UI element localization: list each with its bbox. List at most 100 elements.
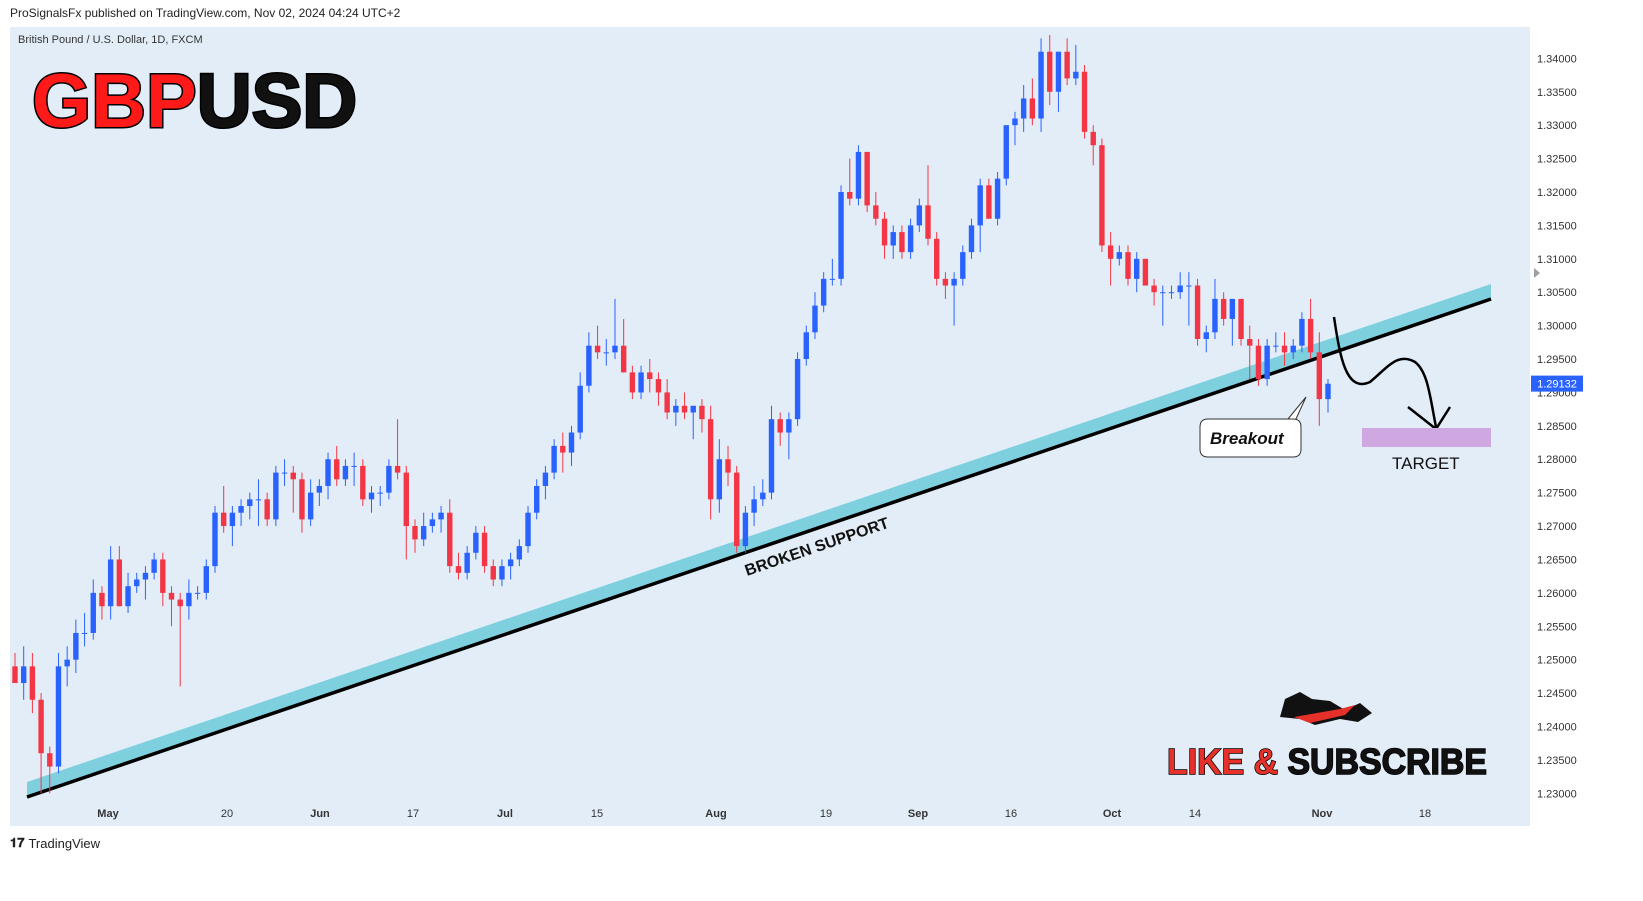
candle-body [647, 372, 653, 380]
candle-body [47, 753, 53, 767]
candle-body [525, 512, 531, 547]
footer-brand: TradingView [28, 835, 101, 851]
candle-body [751, 499, 757, 513]
candle-body [864, 151, 870, 206]
candle-body [734, 472, 740, 547]
candle-body [334, 459, 340, 480]
candle-body [264, 499, 270, 520]
cta-like: LIKE & [1167, 741, 1287, 782]
symbol-title: GBPUSD [32, 59, 357, 144]
candle-body [742, 512, 749, 547]
price-tick-label: 1.33000 [1537, 120, 1577, 132]
current-price-label: 1.29132 [1537, 379, 1577, 391]
candle-body [968, 225, 975, 253]
candle-body [412, 526, 418, 540]
candle-body [890, 232, 896, 246]
price-tick-label: 1.31000 [1537, 254, 1577, 266]
candle-body [1307, 318, 1314, 353]
candle-body [12, 666, 18, 684]
candle-body [116, 559, 123, 607]
candle-body [716, 459, 723, 500]
candle-body [325, 459, 331, 486]
support-band [27, 284, 1491, 797]
candle-body [490, 566, 496, 580]
candle-body [603, 352, 609, 354]
candle-body [760, 492, 766, 500]
candle-body [1281, 345, 1288, 353]
candle-body [1020, 98, 1027, 119]
candle-body [699, 405, 705, 420]
title-red-part: GBP [32, 59, 197, 144]
candle-body [64, 659, 70, 667]
candle-body [1299, 318, 1305, 346]
candle-body [542, 472, 549, 486]
candle-body [638, 372, 644, 393]
candle-body [725, 459, 731, 473]
candle-body [829, 278, 836, 280]
candle-body [447, 512, 453, 567]
candle-body [560, 445, 566, 453]
candle-body [1177, 285, 1183, 293]
candle-body [1064, 51, 1070, 79]
price-tick-label: 1.30000 [1537, 321, 1577, 333]
candlestick-chart[interactable]: GBPUSD British Pound / U.S. Dollar, 1D, F… [10, 27, 1530, 826]
candle-body [577, 385, 583, 433]
candle-body [1116, 252, 1123, 259]
candle-body [1012, 118, 1018, 126]
bull-bear-logo-icon [1280, 692, 1372, 725]
candle-body [612, 345, 618, 353]
candle-body [194, 592, 201, 594]
price-tick-label: 1.24500 [1537, 688, 1577, 700]
candle-body [386, 465, 392, 493]
like-subscribe-cta: LIKE & SUBSCRIBE [1167, 741, 1487, 782]
candle-body [655, 379, 662, 393]
candle-body [212, 512, 218, 567]
candle-body [620, 345, 627, 373]
candle-body [1316, 352, 1323, 400]
candle-body [134, 579, 140, 587]
candle-body [1073, 71, 1079, 79]
price-tick-label: 1.26000 [1537, 588, 1577, 600]
candle-body [1038, 51, 1044, 119]
candle-body [1099, 145, 1105, 246]
candle-body [38, 699, 44, 754]
price-tick-label: 1.24000 [1537, 721, 1577, 733]
candle-body [664, 392, 670, 413]
chart-panel[interactable]: GBPUSD British Pound / U.S. Dollar, 1D, F… [10, 27, 1530, 826]
candle-body [1107, 245, 1114, 259]
candle-body [377, 492, 383, 494]
candle-body [90, 592, 96, 633]
candle-body [1203, 332, 1209, 339]
projection-arrow [1332, 316, 1438, 428]
price-tick-label: 1.34000 [1537, 53, 1577, 65]
candle-body [229, 512, 236, 527]
candle-body [499, 566, 505, 580]
candle-body [1003, 125, 1009, 179]
price-tick-label: 1.32000 [1537, 187, 1577, 199]
candle-body [73, 632, 79, 660]
candle-body [429, 519, 436, 527]
candle-body [1220, 298, 1227, 319]
candle-body [81, 632, 88, 634]
candle-body [1290, 345, 1296, 353]
price-tick-label: 1.28000 [1537, 454, 1577, 466]
candle-body [438, 512, 444, 520]
candle-body [551, 445, 557, 473]
candle-body [368, 492, 375, 500]
candle-body [925, 205, 931, 239]
candle-body [516, 546, 523, 560]
candle-body [960, 252, 966, 279]
candle-body [1238, 298, 1244, 339]
price-tick-label: 1.26500 [1537, 554, 1577, 566]
candle-body [481, 532, 488, 567]
candle-body [464, 552, 470, 573]
candle-body [768, 419, 775, 493]
candle-body [29, 666, 36, 700]
published-header: ProSignalsFx published on TradingView.co… [10, 6, 401, 20]
logo-red-stripe [1294, 705, 1355, 723]
candle-body [586, 345, 592, 386]
candle-body [290, 472, 296, 480]
candle-body [1186, 285, 1192, 287]
scroll-right-icon [1534, 268, 1540, 278]
target-label: TARGET [1392, 454, 1460, 473]
